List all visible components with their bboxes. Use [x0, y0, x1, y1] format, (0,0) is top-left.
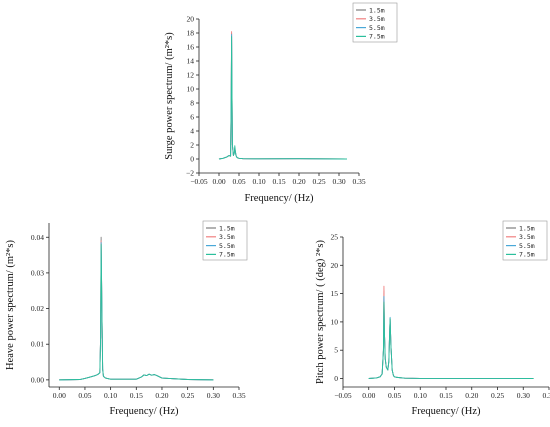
pitch-series-line-3.5m: [368, 285, 534, 379]
heave-x-tick-label: 0.35: [232, 391, 245, 400]
surge-legend-entry: 1.5m: [369, 6, 385, 14]
heave-y-tick-label: 0.00: [31, 375, 44, 384]
surge-series-line-5.5m: [218, 33, 348, 160]
pitch-x-tick-label: 0.35: [542, 391, 550, 400]
surge-x-tick-label: 0.30: [332, 177, 345, 186]
surge-x-tick-label: 0.20: [292, 177, 305, 186]
surge-y-tick-label: 4: [190, 127, 194, 136]
heave-legend-entry: 3.5m: [219, 233, 235, 241]
surge-chart: −0.05 0.00 0.05 0.10 0.15 0.20 0.25 0.30 0.35 −2 0…: [164, 2, 398, 204]
surge-legend: 1.5m3.5m5.5m7.5m: [352, 2, 398, 43]
heave-y-tick-label: 0.03: [31, 268, 44, 277]
surge-y-tick-label: 10: [187, 85, 195, 94]
pitch-legend: 1.5m3.5m5.5m7.5m: [502, 220, 548, 261]
pitch-legend-entry: 3.5m: [519, 233, 535, 241]
pitch-legend-entry: 1.5m: [519, 224, 535, 232]
heave-x-tick-label: 0.05: [78, 391, 91, 400]
surge-legend-entry: 3.5m: [369, 15, 385, 23]
surge-y-tick-label: 0: [190, 155, 194, 164]
surge-y-tick-label: −2: [186, 169, 194, 178]
surge-x-tick-label: 0.35: [352, 177, 365, 186]
surge-y-tick-label: 8: [190, 99, 194, 108]
surge-y-tick-label: 18: [187, 29, 195, 38]
pitch-series-line-7.5m: [368, 301, 534, 379]
surge-x-tick-label: 0.15: [272, 177, 285, 186]
heave-series-line-3.5m: [59, 240, 214, 381]
heave-legend-entry: 5.5m: [219, 242, 235, 250]
surge-x-tick-label: 0.10: [252, 177, 265, 186]
heave-series-line-1.5m: [59, 236, 214, 381]
pitch-x-tick-label: 0.30: [517, 391, 530, 400]
heave-x-tick-label: 0.20: [155, 391, 168, 400]
surge-x-tick-label: −0.05: [190, 177, 208, 186]
heave-y-axis-label: Heave power spectrum/ (m²*s): [5, 240, 16, 370]
pitch-x-tick-label: 0.05: [388, 391, 401, 400]
pitch-chart: −0.05 0.00 0.05 0.10 0.15 0.20 0.25 0.30 0.35 0 5 1…: [315, 220, 550, 417]
heave-series-line-5.5m: [59, 242, 214, 381]
surge-y-axis-label: Surge power spectrum/ (m²*s): [164, 32, 175, 160]
heave-y-tick-label: 0.02: [31, 304, 44, 313]
surge-y-tick-label: 12: [187, 71, 195, 80]
surge-y-tick-label: 6: [190, 113, 194, 122]
pitch-x-tick-label: 0.10: [414, 391, 427, 400]
pitch-y-tick-label: 25: [331, 233, 339, 242]
pitch-y-axis-label: Pitch power spectrum/ ( (deg) ²*s): [315, 240, 326, 384]
pitch-series-line-1.5m: [368, 290, 534, 379]
surge-series-line-3.5m: [218, 31, 348, 160]
heave-x-tick-label: 0.30: [207, 391, 220, 400]
surge-x-tick-label: 0.25: [312, 177, 325, 186]
heave-y-tick-label: 0.01: [31, 340, 44, 349]
heave-y-tick-label: 0.04: [31, 233, 44, 242]
pitch-y-tick-label: 10: [331, 317, 339, 326]
surge-series-line-7.5m: [218, 36, 348, 160]
pitch-x-tick-label: −0.05: [334, 391, 352, 400]
pitch-y-tick-label: 5: [334, 346, 338, 355]
surge-x-tick-label: 0.00: [212, 177, 225, 186]
heave-chart: 0.00 0.05 0.10 0.15 0.20 0.25 0.30 0.35 0.00 0.01…: [5, 220, 248, 417]
surge-x-axis-label: Frequency/ (Hz): [244, 193, 314, 204]
pitch-x-tick-label: 0.15: [439, 391, 452, 400]
surge-x-tick-label: 0.05: [232, 177, 245, 186]
surge-y-tick-label: 16: [187, 43, 195, 52]
pitch-series-line-5.5m: [368, 295, 534, 379]
pitch-legend-entry: 7.5m: [519, 251, 535, 259]
heave-legend: 1.5m3.5m5.5m7.5m: [202, 220, 248, 261]
heave-legend-entry: 1.5m: [219, 224, 235, 232]
heave-x-axis-label: Frequency/ (Hz): [109, 406, 179, 417]
surge-y-tick-label: 20: [187, 15, 195, 24]
pitch-x-axis-label: Frequency/ (Hz): [411, 406, 481, 417]
pitch-x-tick-label: 0.20: [465, 391, 478, 400]
heave-series-line-7.5m: [59, 243, 214, 381]
pitch-legend-entry: 5.5m: [519, 242, 535, 250]
surge-legend-entry: 7.5m: [369, 33, 385, 41]
heave-x-tick-label: 0.10: [104, 391, 117, 400]
pitch-y-tick-label: 20: [331, 261, 339, 270]
pitch-y-tick-label: 15: [331, 289, 339, 298]
heave-x-tick-label: 0.15: [130, 391, 143, 400]
heave-x-tick-label: 0.00: [53, 391, 66, 400]
surge-series-line-1.5m: [218, 32, 348, 160]
heave-legend-entry: 7.5m: [219, 251, 235, 259]
pitch-y-tick-label: 0: [334, 374, 338, 383]
surge-y-tick-label: 2: [190, 141, 194, 150]
surge-legend-entry: 5.5m: [369, 24, 385, 32]
surge-y-tick-label: 14: [187, 57, 195, 66]
pitch-x-tick-label: 0.25: [491, 391, 504, 400]
pitch-x-tick-label: 0.00: [362, 391, 375, 400]
heave-x-tick-label: 0.25: [181, 391, 194, 400]
